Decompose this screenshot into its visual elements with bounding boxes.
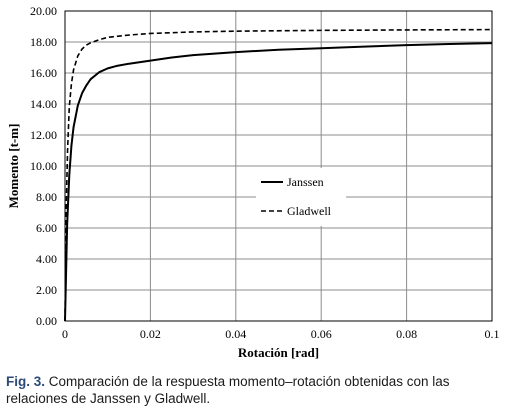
x-tick-label: 0.08 — [396, 327, 417, 341]
y-tick-label: 12.00 — [30, 128, 57, 142]
y-axis-title: Momento [t-m] — [6, 124, 21, 209]
moment-rotation-chart: 0.00 2.00 4.00 6.00 8.00 10.00 12.00 14.00 16.00… — [6, 4, 500, 360]
y-tick-label: 2.00 — [36, 283, 57, 297]
y-tick-label: 8.00 — [36, 190, 57, 204]
y-tick-label: 10.00 — [30, 159, 57, 173]
y-tick-label: 14.00 — [30, 97, 57, 111]
plot-frame — [64, 10, 493, 322]
y-tick-label: 18.00 — [30, 35, 57, 49]
series-line-gladwell — [64, 28, 493, 322]
x-tick-label: 0.02 — [140, 327, 161, 341]
x-tick-label: 0.04 — [225, 327, 246, 341]
x-tick-label: 0 — [62, 327, 68, 341]
y-tick-label: 20.00 — [30, 4, 57, 18]
legend-label-gladwell: Gladwell — [287, 204, 332, 218]
series-group — [64, 28, 493, 322]
x-tick-label: 0.06 — [311, 327, 332, 341]
tick-labels: 0.00 2.00 4.00 6.00 8.00 10.00 12.00 14.00 16.00… — [30, 4, 500, 341]
figure-label: Fig. 3. — [6, 374, 46, 389]
y-tick-label: 4.00 — [36, 252, 57, 266]
series-line-janssen — [64, 42, 493, 322]
legend-box — [256, 168, 346, 226]
figure-caption-text: Comparación de la respuesta momento–rota… — [6, 374, 450, 406]
figure-caption: Fig. 3. Comparación de la respuesta mome… — [6, 373, 504, 407]
grid-lines — [64, 10, 493, 322]
x-tick-label: 0.1 — [485, 327, 500, 341]
legend: Janssen Gladwell — [256, 168, 346, 226]
y-tick-label: 16.00 — [30, 66, 57, 80]
y-tick-label: 6.00 — [36, 221, 57, 235]
y-tick-label: 0.00 — [36, 314, 57, 328]
legend-label-janssen: Janssen — [287, 175, 324, 189]
x-axis-title: Rotación [rad] — [238, 345, 319, 360]
